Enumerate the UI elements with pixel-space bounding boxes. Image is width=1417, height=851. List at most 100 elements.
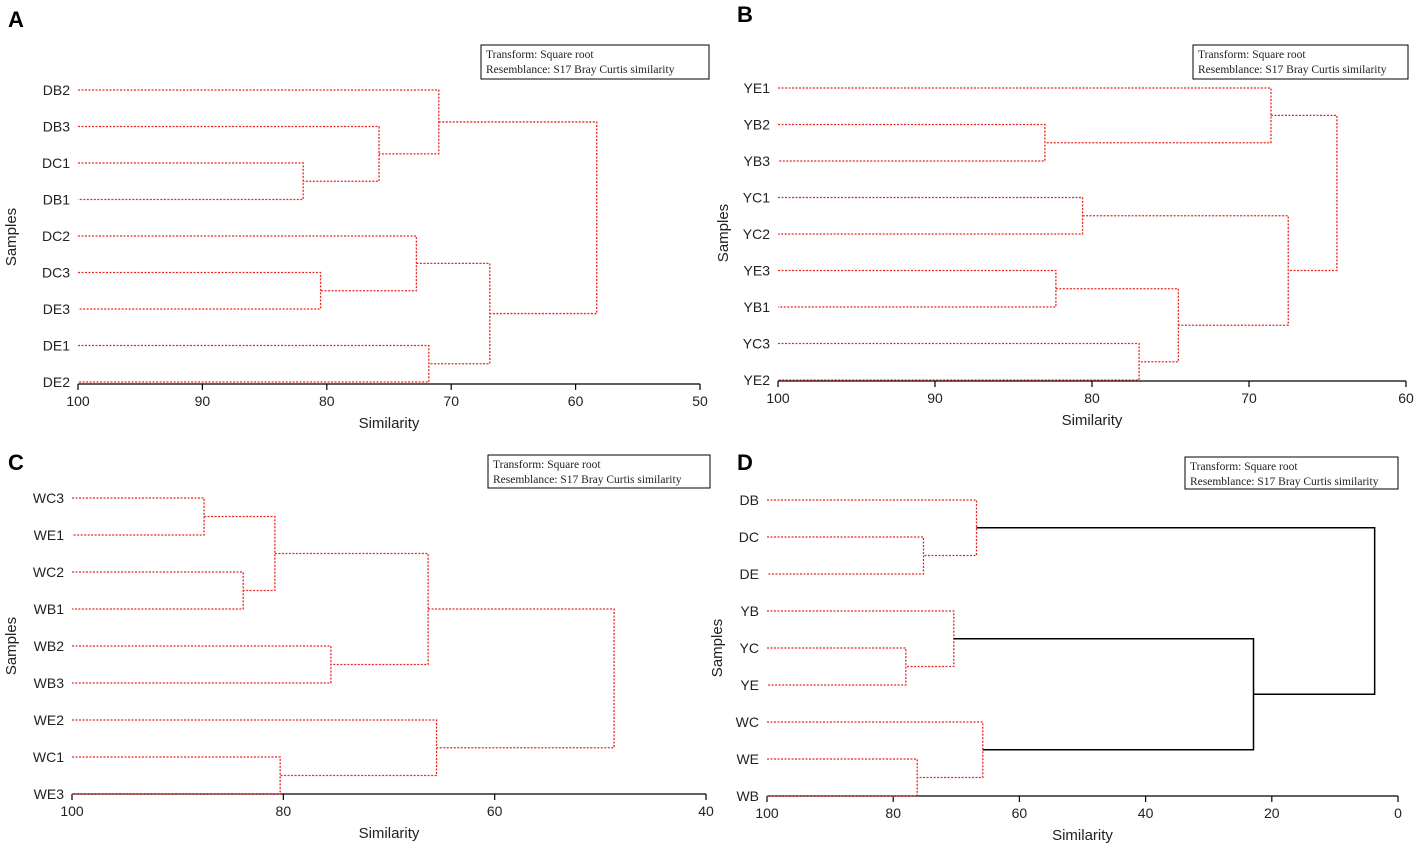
leaf-label: WC2 xyxy=(33,564,64,580)
leaf-label: WB2 xyxy=(34,638,65,654)
leaf-label: DC xyxy=(739,529,759,545)
leaf-label: WB xyxy=(736,788,759,804)
leaf-label: YE3 xyxy=(744,263,771,279)
dendrogram-branch xyxy=(767,610,955,668)
dendrogram-branch xyxy=(767,499,978,557)
panel-letter: D xyxy=(737,450,753,475)
x-tick-label: 100 xyxy=(60,803,84,819)
x-tick-label: 40 xyxy=(698,803,714,819)
leaf-label: DE3 xyxy=(43,301,70,317)
leaf-label: DC2 xyxy=(42,228,70,244)
dendrogram-branch xyxy=(78,125,380,182)
y-axis-title: Samples xyxy=(715,204,732,262)
leaf-label: YE xyxy=(740,677,759,693)
dendrogram-branch xyxy=(1055,288,1179,363)
transform-note-line: Resemblance: S17 Bray Curtis similarity xyxy=(1190,476,1379,488)
x-tick-label: 90 xyxy=(195,393,211,409)
panel-letter: A xyxy=(8,7,24,32)
x-tick-label: 70 xyxy=(1241,390,1257,406)
transform-note-box xyxy=(487,454,711,489)
dendrogram-branch xyxy=(204,515,276,592)
x-axis-title: Similarity xyxy=(1052,827,1113,844)
dendrogram-branch xyxy=(428,608,615,749)
dendrogram-branch xyxy=(72,645,332,684)
x-tick-label: 50 xyxy=(692,393,708,409)
dendrogram-branch xyxy=(1270,114,1338,272)
leaf-label: WC1 xyxy=(33,749,64,765)
leaf-label: YE2 xyxy=(744,372,771,388)
panel-c: C 100 80 60 40 Similarity Samples Transform: Sq… xyxy=(3,450,714,842)
dendrogram-branch xyxy=(778,269,1057,308)
leaf-label: WE xyxy=(736,751,759,767)
leaf-label: DB3 xyxy=(43,119,70,135)
dendrogram-branch xyxy=(1082,215,1289,326)
leaf-label: WC3 xyxy=(33,490,64,506)
leaf-label: DC3 xyxy=(42,265,70,281)
transform-note-line: Transform: Square root xyxy=(1190,461,1298,473)
dendrogram-branch xyxy=(78,89,440,155)
leaf-label: WE3 xyxy=(34,786,65,802)
panel-d: D 100 80 60 40 20 0 Similarity Samples Transform:… xyxy=(709,450,1402,844)
leaf-label: DC1 xyxy=(42,155,70,171)
dendrogram-branch xyxy=(976,527,1376,695)
transform-note-box xyxy=(1192,44,1409,80)
x-tick-label: 90 xyxy=(927,390,943,406)
dendrogram-branch xyxy=(767,536,925,575)
x-tick-label: 80 xyxy=(276,803,292,819)
leaf-label: WB3 xyxy=(34,675,65,691)
x-tick-label: 60 xyxy=(487,803,503,819)
panel-b: B 100 90 80 70 60 Similarity Samples Transform: … xyxy=(715,2,1414,429)
dendrogram-branch xyxy=(78,162,304,201)
dendrogram-branch xyxy=(274,552,429,666)
leaf-label: DE1 xyxy=(43,338,70,354)
x-tick-label: 100 xyxy=(766,390,790,406)
x-axis-title: Similarity xyxy=(359,825,420,842)
x-tick-label: 100 xyxy=(66,393,90,409)
leaf-label: WB1 xyxy=(34,601,65,617)
leaf-label: DB xyxy=(740,492,759,508)
dendrogram-branch xyxy=(72,756,281,795)
x-tick-label: 0 xyxy=(1394,805,1402,821)
x-axis-title: Similarity xyxy=(1062,412,1123,429)
leaf-label: YC2 xyxy=(743,226,770,242)
transform-note-line: Transform: Square root xyxy=(493,459,601,471)
dendrogram-branch xyxy=(72,497,205,536)
panel-a: A 100 90 80 70 60 50 Similarity Samples Transform… xyxy=(3,7,710,432)
transform-note-line: Resemblance: S17 Bray Curtis similarity xyxy=(1198,64,1387,76)
x-tick-label: 100 xyxy=(755,805,779,821)
dendrogram-branch xyxy=(778,123,1046,162)
dendrogram-branch xyxy=(953,638,1255,751)
dendrogram-branch xyxy=(767,758,918,797)
dendrogram-branch xyxy=(767,647,907,686)
transform-note-line: Resemblance: S17 Bray Curtis similarity xyxy=(493,474,682,486)
dendrogram-branch xyxy=(72,719,438,777)
leaf-label: WC xyxy=(736,714,759,730)
leaf-label: DE2 xyxy=(43,374,70,390)
transform-note-box xyxy=(1184,456,1399,490)
dendrogram-branch xyxy=(416,262,491,365)
leaf-label: YB2 xyxy=(744,117,771,133)
y-axis-title: Samples xyxy=(3,617,20,675)
x-axis-title: Similarity xyxy=(359,415,420,432)
x-tick-label: 80 xyxy=(885,805,901,821)
dendrogram-branch xyxy=(78,235,418,292)
dendrogram-branch xyxy=(72,571,244,610)
x-tick-label: 70 xyxy=(443,393,459,409)
leaf-label: WE1 xyxy=(34,527,65,543)
x-tick-label: 60 xyxy=(1012,805,1028,821)
leaf-label: YC xyxy=(740,640,759,656)
leaf-label: YB xyxy=(740,603,759,619)
transform-note-line: Transform: Square root xyxy=(486,49,594,61)
x-tick-label: 60 xyxy=(1398,390,1414,406)
x-tick-label: 20 xyxy=(1264,805,1280,821)
leaf-label: DB2 xyxy=(43,82,70,98)
dendrogram-branch xyxy=(767,721,984,779)
x-tick-label: 60 xyxy=(568,393,584,409)
transform-note-box xyxy=(480,44,710,80)
x-tick-label: 80 xyxy=(1084,390,1100,406)
leaf-label: DB1 xyxy=(43,192,70,208)
leaf-label: YB3 xyxy=(744,153,771,169)
leaf-label: YE1 xyxy=(744,80,771,96)
y-axis-title: Samples xyxy=(709,619,726,677)
